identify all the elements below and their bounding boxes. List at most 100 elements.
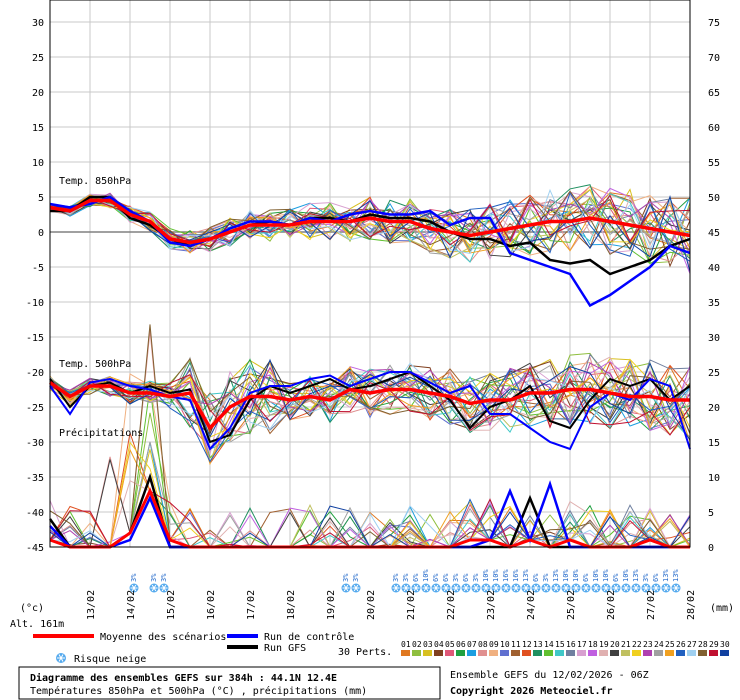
pert-legend-swatch bbox=[555, 650, 564, 656]
snow-risk-pct: 13% bbox=[552, 569, 560, 582]
snowflake-arms bbox=[492, 584, 500, 592]
pert-legend-number: 30 bbox=[720, 640, 730, 649]
snow-risk-pct: 6% bbox=[652, 573, 660, 582]
snow-risk-pct: 3% bbox=[642, 573, 650, 582]
pert-legend-swatch bbox=[676, 650, 685, 656]
t500-panel-label: Temp. 500hPa bbox=[59, 359, 131, 370]
snowflake-icon bbox=[671, 583, 681, 593]
snowflake-arms bbox=[632, 584, 640, 592]
snowflake-icon bbox=[561, 583, 571, 593]
snow-risk-pct: 6% bbox=[462, 573, 470, 582]
pert-legend-number: 11 bbox=[511, 640, 521, 649]
snowflake-icon bbox=[641, 583, 651, 593]
snowflake-arms bbox=[130, 584, 138, 592]
left-unit-label: (°c) bbox=[20, 603, 44, 614]
pert-legend-number: 09 bbox=[489, 640, 499, 649]
snow-risk-pct: 6% bbox=[442, 573, 450, 582]
snow-risk-pct: 13% bbox=[632, 569, 640, 582]
pert-precip-line bbox=[49, 324, 690, 548]
date-tick-label: 26/02 bbox=[606, 590, 617, 620]
snowflake-arms bbox=[452, 584, 460, 592]
left-tick-label: -20 bbox=[26, 368, 44, 379]
pert-legend-swatch bbox=[434, 650, 443, 656]
pert-legend-number: 07 bbox=[467, 640, 477, 649]
t500-gfs-line bbox=[49, 370, 691, 444]
right-tick-label: 45 bbox=[708, 228, 720, 239]
pert-850-line bbox=[49, 194, 691, 254]
snowflake-icon bbox=[391, 583, 401, 593]
chart-title: Diagramme des ensembles GEFS sur 384h : … bbox=[30, 672, 337, 684]
snowflake-arms bbox=[442, 584, 450, 592]
pert-legend-swatch bbox=[478, 650, 487, 656]
date-tick-label: 22/02 bbox=[446, 590, 457, 620]
pert-legend-number: 15 bbox=[555, 640, 565, 649]
pert-legend-swatch bbox=[599, 650, 608, 656]
pert-legend-swatch bbox=[687, 650, 696, 656]
snowflake-icon bbox=[411, 583, 421, 593]
snow-risk-row: 3% 3% 3% 3% 3% 3% 3% 6% 10% 6% 6% 3% 6% 3% 10% 10% 16% 16… bbox=[129, 569, 681, 593]
snowflake-icon bbox=[551, 583, 561, 593]
left-tick-label: 15 bbox=[32, 123, 44, 134]
pert-legend-number: 14 bbox=[544, 640, 554, 649]
legend-mean-label: Moyenne des scénarios bbox=[100, 631, 226, 643]
copyright: Copyright 2026 Meteociel.fr bbox=[450, 685, 613, 697]
plot-frame bbox=[49, 0, 691, 548]
left-tick-label: -5 bbox=[32, 263, 44, 274]
pert-850-line bbox=[49, 194, 691, 248]
right-tick-label: 50 bbox=[708, 193, 720, 204]
snowflake-icon bbox=[571, 583, 581, 593]
pert-legend-number: 19 bbox=[599, 640, 609, 649]
chart-subtitle: Températures 850hPa et 500hPa (°C) , pré… bbox=[30, 685, 367, 697]
snowflake-icon bbox=[461, 583, 471, 593]
right-tick-label: 5 bbox=[708, 508, 714, 519]
snowflake-icon bbox=[129, 583, 139, 593]
legend: Moyenne des scénarios Run de contrôle Ru… bbox=[33, 631, 730, 665]
pert-850-line bbox=[49, 189, 691, 252]
snowflake-arms bbox=[522, 584, 530, 592]
snowflake-arms bbox=[342, 584, 350, 592]
pert-legend-swatch bbox=[720, 650, 729, 656]
date-tick-label: 20/02 bbox=[366, 590, 377, 620]
snowflake-arms bbox=[612, 584, 620, 592]
pert-legend-swatch bbox=[544, 650, 553, 656]
title-box bbox=[18, 666, 441, 700]
snow-risk-pct: 13% bbox=[522, 569, 530, 582]
snowflake-arms bbox=[602, 584, 610, 592]
pert-legend-number: 21 bbox=[621, 640, 631, 649]
snowflake-icon bbox=[521, 583, 531, 593]
left-tick-label: -40 bbox=[26, 508, 44, 519]
date-tick-label: 14/02 bbox=[126, 590, 137, 620]
date-tick-label: 23/02 bbox=[486, 590, 497, 620]
date-tick-label: 19/02 bbox=[326, 590, 337, 620]
snow-risk-pct: 6% bbox=[612, 573, 620, 582]
snowflake-arms bbox=[392, 584, 400, 592]
pert-legend-number: 16 bbox=[566, 640, 576, 649]
left-tick-label: 0 bbox=[38, 228, 44, 239]
snowflake-icon bbox=[511, 583, 521, 593]
snow-risk-pct: 6% bbox=[532, 573, 540, 582]
pert-legend-swatch bbox=[456, 650, 465, 656]
snowflake-icon bbox=[611, 583, 621, 593]
pert-legend-swatch bbox=[489, 650, 498, 656]
snowflake-icon bbox=[431, 583, 441, 593]
left-tick-label: 25 bbox=[32, 53, 44, 64]
left-tick-label: 30 bbox=[32, 18, 44, 29]
snowflake-icon bbox=[621, 583, 631, 593]
snow-risk-pct: 3% bbox=[160, 573, 168, 582]
right-tick-label: 65 bbox=[708, 88, 720, 99]
snowflake-icon bbox=[491, 583, 501, 593]
snowflake-icon bbox=[351, 583, 361, 593]
pert-legend-number: 06 bbox=[456, 640, 466, 649]
legend-snowflake-icon bbox=[56, 653, 66, 663]
pert-legend-number: 08 bbox=[478, 640, 488, 649]
snowflake-icon bbox=[401, 583, 411, 593]
snowflake-icon bbox=[159, 583, 169, 593]
pert-legend-swatch bbox=[610, 650, 619, 656]
pert-legend-number: 13 bbox=[533, 640, 543, 649]
right-unit-label: (mm) bbox=[710, 603, 734, 614]
right-tick-label: 70 bbox=[708, 53, 720, 64]
snow-risk-pct: 3% bbox=[542, 573, 550, 582]
snowflake-arms bbox=[662, 584, 670, 592]
